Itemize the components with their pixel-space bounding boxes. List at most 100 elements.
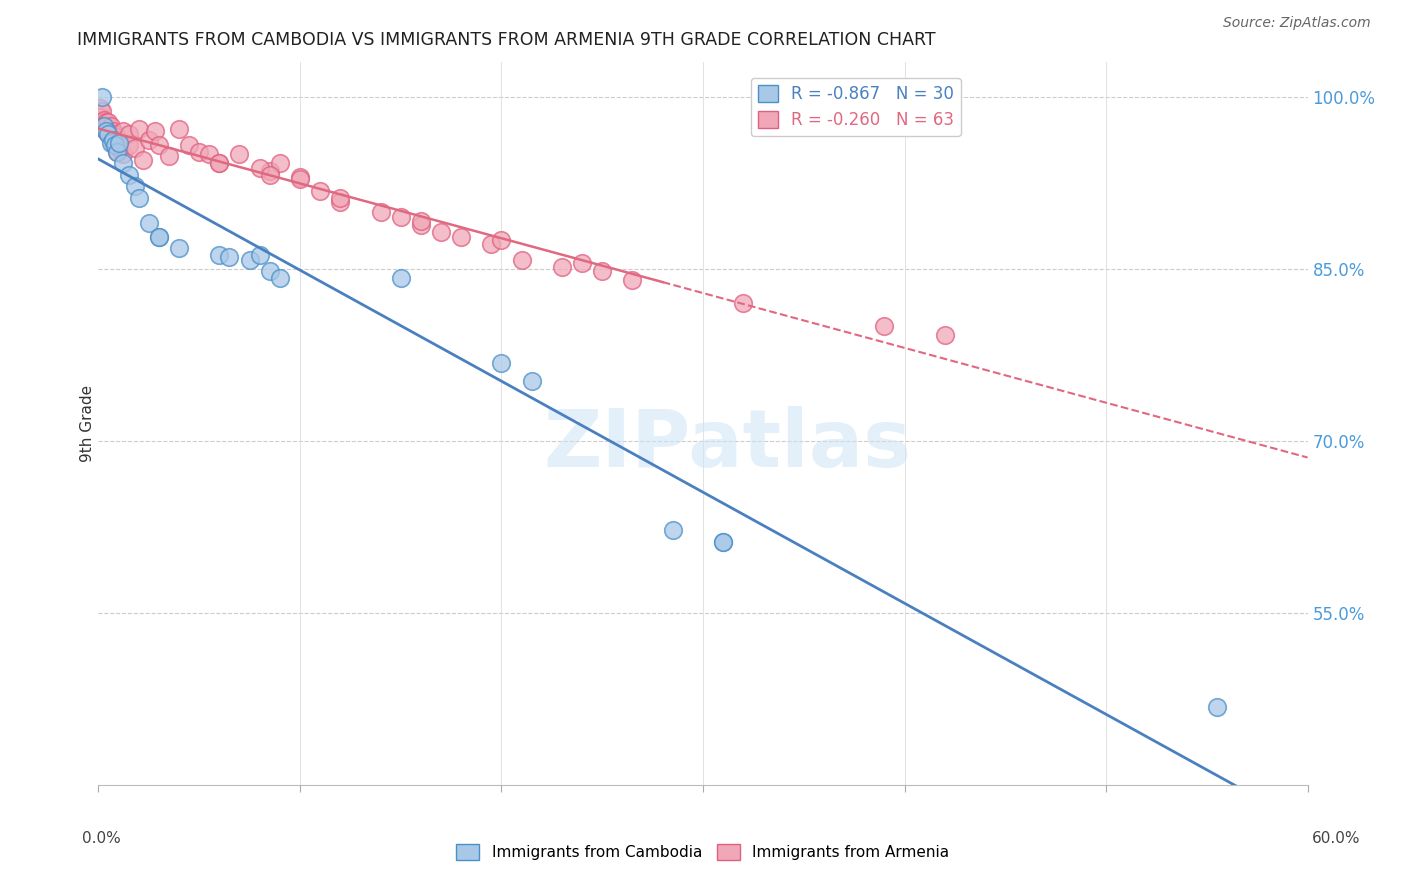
Point xyxy=(218,251,240,265)
Point xyxy=(107,141,129,155)
Text: IMMIGRANTS FROM CAMBODIA VS IMMIGRANTS FROM ARMENIA 9TH GRADE CORRELATION CHART: IMMIGRANTS FROM CAMBODIA VS IMMIGRANTS F… xyxy=(77,31,936,49)
Point xyxy=(389,271,412,285)
Point xyxy=(111,147,134,161)
Point xyxy=(148,229,170,244)
Point xyxy=(148,138,170,153)
Point xyxy=(309,184,332,198)
Y-axis label: 9th Grade: 9th Grade xyxy=(80,385,94,462)
Point xyxy=(157,149,180,163)
Point xyxy=(621,273,644,287)
Point xyxy=(571,256,593,270)
Point xyxy=(118,127,141,141)
Point xyxy=(97,127,120,141)
Point xyxy=(105,130,128,145)
Point xyxy=(450,229,472,244)
Point xyxy=(107,136,129,150)
Point xyxy=(124,141,146,155)
Point xyxy=(89,101,111,115)
Text: ZIPatlas: ZIPatlas xyxy=(543,407,911,484)
Point xyxy=(934,328,956,343)
Point xyxy=(711,534,734,549)
Point xyxy=(249,248,271,262)
Point xyxy=(128,122,150,136)
Point xyxy=(259,164,281,178)
Legend: R = -0.867   N = 30, R = -0.260   N = 63: R = -0.867 N = 30, R = -0.260 N = 63 xyxy=(751,78,960,136)
Point xyxy=(198,147,221,161)
Point xyxy=(510,252,533,267)
Point xyxy=(105,145,128,159)
Point xyxy=(591,264,613,278)
Point xyxy=(389,211,412,225)
Point xyxy=(288,170,311,185)
Point xyxy=(101,136,124,150)
Point xyxy=(100,119,122,133)
Text: 60.0%: 60.0% xyxy=(1312,831,1360,846)
Point xyxy=(208,156,231,170)
Point xyxy=(118,138,141,153)
Point xyxy=(249,161,271,175)
Point xyxy=(103,138,125,153)
Point xyxy=(97,127,120,141)
Point xyxy=(370,204,392,219)
Point xyxy=(188,145,211,159)
Point xyxy=(520,374,543,388)
Point xyxy=(711,534,734,549)
Point xyxy=(118,168,141,182)
Point xyxy=(269,271,291,285)
Point xyxy=(103,138,125,153)
Point xyxy=(96,124,118,138)
Point xyxy=(111,124,134,138)
Point xyxy=(733,296,755,310)
Point xyxy=(91,90,114,104)
Point xyxy=(132,153,155,167)
Point xyxy=(167,241,190,255)
Point xyxy=(179,138,201,153)
Point xyxy=(124,179,146,194)
Point xyxy=(100,130,122,145)
Point xyxy=(111,156,134,170)
Point xyxy=(138,216,160,230)
Point xyxy=(228,147,250,161)
Point xyxy=(409,213,432,227)
Point xyxy=(409,219,432,233)
Point xyxy=(481,236,503,251)
Point xyxy=(103,127,125,141)
Point xyxy=(208,156,231,170)
Point xyxy=(89,111,111,125)
Text: 0.0%: 0.0% xyxy=(82,831,121,846)
Point xyxy=(430,225,453,239)
Point xyxy=(288,172,311,186)
Point xyxy=(100,136,122,150)
Point xyxy=(329,191,352,205)
Point xyxy=(91,115,114,129)
Point xyxy=(93,119,115,133)
Point xyxy=(259,264,281,278)
Point xyxy=(491,233,513,247)
Point xyxy=(329,195,352,210)
Point xyxy=(239,252,262,267)
Point xyxy=(873,319,896,334)
Point xyxy=(661,524,683,538)
Point xyxy=(491,356,513,370)
Point xyxy=(105,145,128,159)
Point xyxy=(148,229,170,244)
Point xyxy=(96,124,118,138)
Point xyxy=(128,191,150,205)
Point xyxy=(93,112,115,127)
Point xyxy=(91,103,114,118)
Point xyxy=(259,168,281,182)
Point xyxy=(107,133,129,147)
Legend: Immigrants from Cambodia, Immigrants from Armenia: Immigrants from Cambodia, Immigrants fro… xyxy=(450,838,956,866)
Point xyxy=(143,124,166,138)
Point xyxy=(551,260,574,274)
Text: Source: ZipAtlas.com: Source: ZipAtlas.com xyxy=(1223,16,1371,29)
Point xyxy=(167,122,190,136)
Point xyxy=(1206,700,1229,714)
Point xyxy=(101,133,124,147)
Point xyxy=(101,124,124,138)
Point xyxy=(93,122,115,136)
Point xyxy=(269,156,291,170)
Point xyxy=(138,133,160,147)
Point xyxy=(208,248,231,262)
Point xyxy=(96,115,118,129)
